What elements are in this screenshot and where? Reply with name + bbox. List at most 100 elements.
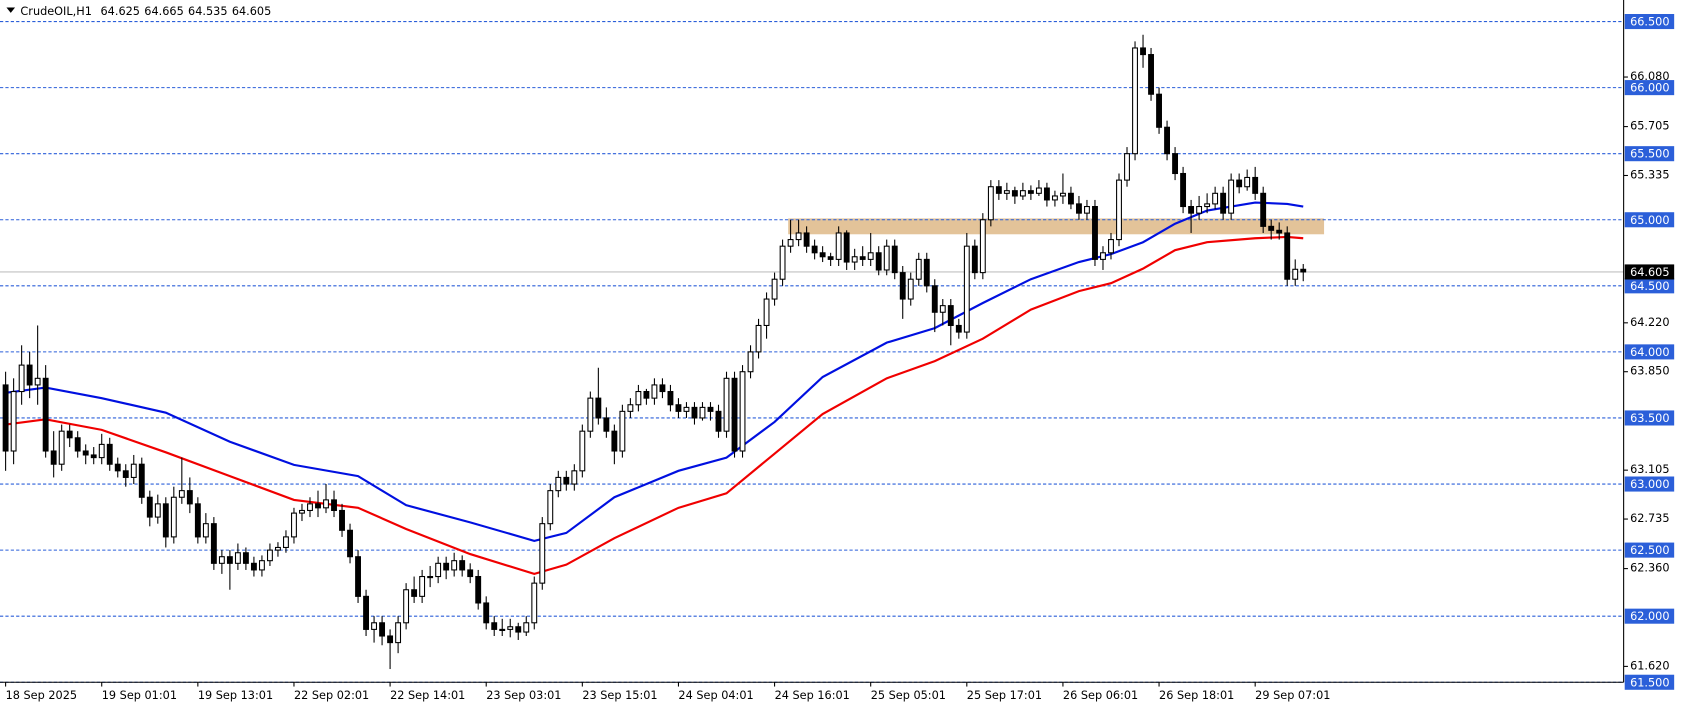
x-tick-label: 19 Sep 13:01 — [198, 689, 273, 702]
candle-body — [1236, 179, 1243, 188]
candle-body — [1204, 203, 1211, 208]
candle-body — [899, 272, 906, 300]
candle-body — [779, 245, 786, 280]
candle-body — [667, 390, 674, 406]
y-tick-label: 61.620 — [1630, 659, 1669, 672]
candle-body — [1084, 206, 1090, 214]
x-tick-label: 25 Sep 05:01 — [871, 689, 946, 702]
menu-triangle[interactable] — [6, 7, 16, 13]
candle-body — [491, 622, 498, 630]
level-label-box — [1624, 674, 1675, 690]
candle-body — [915, 258, 922, 280]
symbol-title: CrudeOIL,H1 — [20, 5, 91, 18]
level-label-box — [1624, 542, 1675, 558]
candle-body — [803, 232, 810, 247]
candle-body — [771, 278, 778, 300]
candle-body — [1092, 206, 1098, 260]
y-tick-label: 65.705 — [1630, 120, 1669, 133]
candle-body — [170, 496, 177, 538]
candle-body — [979, 219, 986, 274]
candle-body — [355, 556, 361, 597]
candle-body — [1035, 187, 1042, 194]
level-label: 66.500 — [1630, 16, 1669, 29]
candle-body — [331, 499, 337, 512]
candle-body — [226, 556, 233, 564]
candle-body — [1011, 190, 1018, 197]
header-ohlc-value: 64.605 — [232, 5, 271, 18]
candle-body — [26, 364, 33, 386]
y-tick-label: 63.105 — [1630, 463, 1669, 476]
candle-body — [315, 503, 321, 509]
candle-body — [379, 622, 386, 637]
candle-body — [859, 256, 866, 260]
moving-average-line — [5, 201, 1304, 542]
candle-body — [731, 377, 738, 452]
x-tick-label: 19 Sep 01:01 — [102, 689, 177, 702]
candle-body — [250, 562, 257, 571]
candle-body — [595, 397, 602, 419]
x-tick-label: 22 Sep 02:01 — [294, 689, 369, 702]
candle-body — [787, 239, 794, 247]
candle-body — [603, 417, 610, 432]
candle-body — [1140, 47, 1146, 56]
candle-body — [483, 602, 490, 624]
y-tick-label: 62.735 — [1630, 512, 1669, 525]
candle-body — [1260, 192, 1267, 227]
x-tick-label: 25 Sep 17:01 — [967, 689, 1042, 702]
candle-body — [507, 626, 514, 630]
candle-body — [795, 232, 802, 241]
candle-body — [883, 245, 890, 271]
candle-body — [875, 252, 882, 271]
candle-body — [723, 377, 730, 432]
candle-body — [699, 406, 706, 419]
x-tick-label: 24 Sep 04:01 — [678, 689, 753, 702]
candle-body — [90, 454, 97, 459]
candle-body — [1284, 232, 1291, 280]
candle-body — [971, 245, 978, 274]
candle-body — [1116, 179, 1122, 241]
candle-body — [122, 470, 129, 478]
candle-body — [162, 503, 169, 538]
candle-body — [891, 245, 898, 274]
x-tick-label: 23 Sep 03:01 — [486, 689, 561, 702]
y-tick-label: 64.220 — [1630, 316, 1669, 329]
candle-body — [547, 490, 554, 525]
header-ohlc-value: 64.625 — [101, 5, 140, 18]
candle-body — [1108, 239, 1114, 254]
candle-body — [1244, 176, 1251, 188]
candle-body — [1132, 47, 1138, 155]
level-label: 65.000 — [1630, 214, 1669, 227]
candle-body — [1148, 54, 1154, 95]
candle-body — [1252, 176, 1259, 194]
candle-body — [307, 503, 313, 512]
candle-body — [811, 245, 818, 254]
candle-body — [827, 256, 834, 260]
candle-body — [571, 470, 578, 485]
header-ohlc-value: 64.535 — [188, 5, 227, 18]
candle-body — [1059, 192, 1066, 197]
candle-body — [643, 390, 650, 399]
candle-body — [242, 552, 249, 564]
candle-body — [299, 509, 305, 514]
candle-body — [146, 496, 153, 518]
candle-body — [1051, 195, 1058, 201]
candle-body — [987, 186, 994, 221]
candle-body — [635, 390, 642, 406]
candle-body — [10, 390, 17, 452]
candle-body — [1212, 192, 1219, 205]
current-price-box — [1624, 264, 1675, 280]
candle-body — [459, 560, 466, 571]
candle-body — [347, 529, 353, 558]
moving-average-line — [5, 235, 1304, 576]
candle-body — [323, 499, 329, 509]
level-label-box — [1624, 608, 1675, 624]
candle-body — [178, 490, 185, 498]
candle-body — [106, 443, 113, 465]
candle-body — [98, 443, 105, 459]
candle-body — [138, 463, 145, 498]
candle-body — [1068, 192, 1074, 205]
y-tick-label: 63.850 — [1630, 365, 1669, 378]
candle-body — [499, 628, 506, 632]
